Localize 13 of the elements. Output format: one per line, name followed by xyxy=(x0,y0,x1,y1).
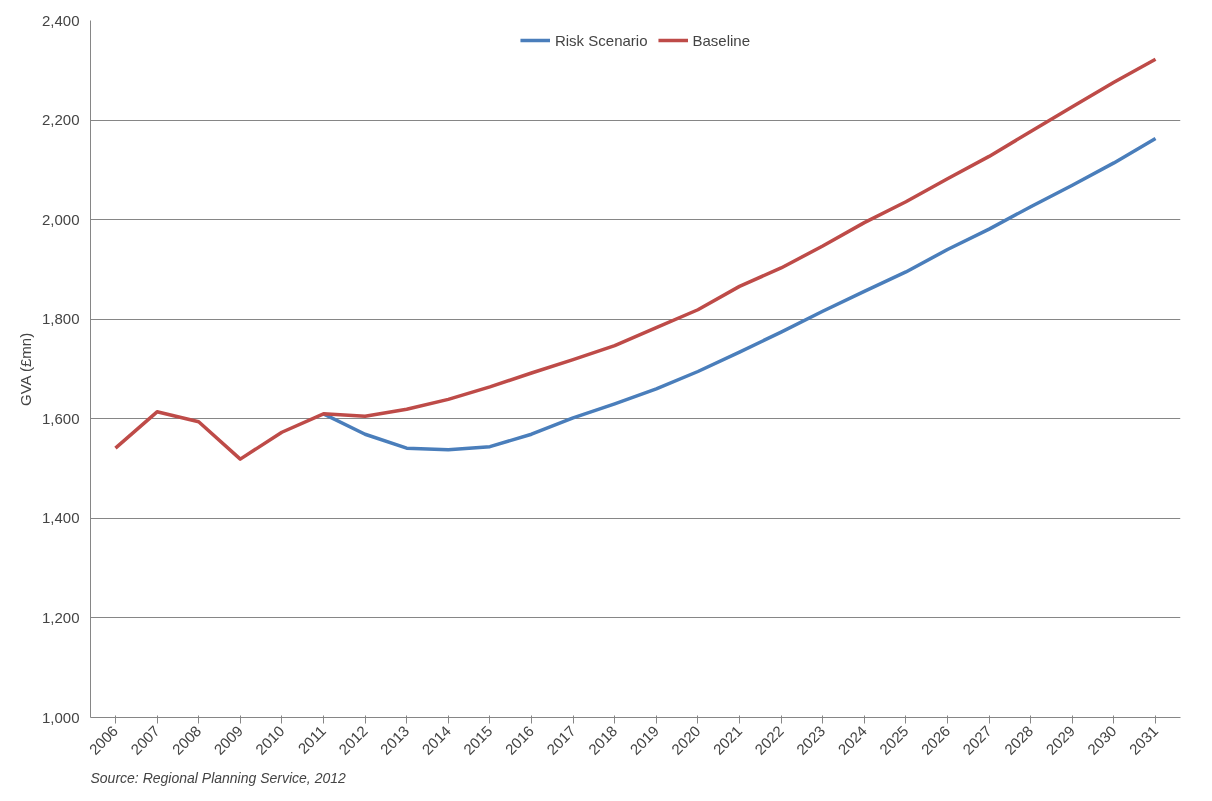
y-tick-label: 2,000 xyxy=(41,210,80,228)
line-series xyxy=(113,57,1158,461)
legend-label: Risk Scenario xyxy=(554,31,648,49)
y-tick-label: 1,000 xyxy=(41,708,80,726)
y-tick-label: 1,400 xyxy=(41,509,80,527)
y-tick-label: 2,200 xyxy=(41,111,80,129)
source-note: Source: Regional Planning Service, 2012 xyxy=(90,769,346,786)
y-axis-title: GVA (£mn) xyxy=(16,332,34,406)
legend-label: Baseline xyxy=(692,31,751,49)
y-tick-label: 1,200 xyxy=(41,608,80,626)
y-tick-label: 2,400 xyxy=(41,11,80,29)
y-tick-label: 1,600 xyxy=(41,409,80,427)
y-tick-label: 1,800 xyxy=(41,310,80,328)
